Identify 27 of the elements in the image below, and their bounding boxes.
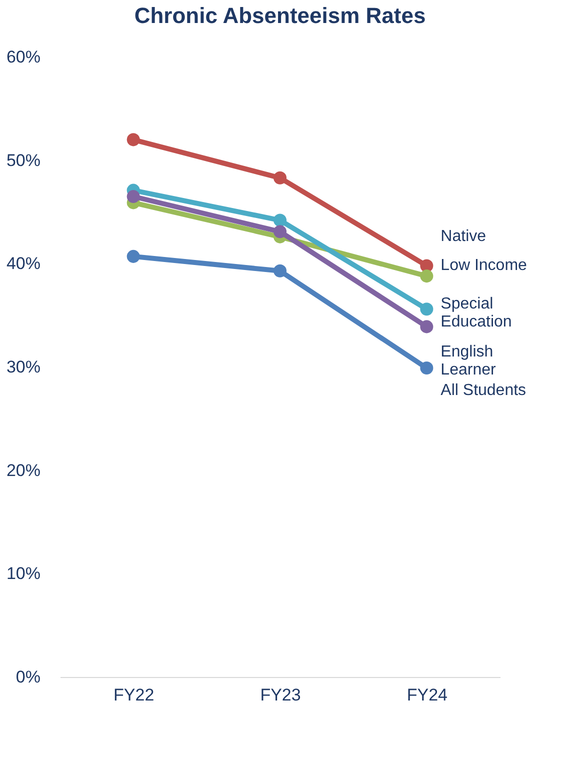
point bbox=[420, 320, 434, 334]
y-tick-label: 30% bbox=[6, 358, 40, 376]
point bbox=[420, 362, 434, 375]
y-tick-label: 0% bbox=[16, 668, 40, 686]
point bbox=[420, 302, 434, 316]
point bbox=[126, 133, 140, 146]
y-tick-label: 60% bbox=[6, 48, 40, 66]
x-tick-label: FY22 bbox=[114, 686, 154, 704]
x-tick-label: FY24 bbox=[406, 686, 448, 704]
series-label: Native bbox=[440, 228, 486, 245]
y-tick-label: 20% bbox=[6, 460, 40, 480]
point bbox=[126, 250, 140, 263]
point bbox=[126, 190, 140, 204]
series-label: English Learner bbox=[440, 343, 496, 378]
series-label: Special Education bbox=[440, 295, 512, 330]
y-tick-label: 50% bbox=[6, 150, 40, 170]
point bbox=[273, 214, 287, 227]
point bbox=[420, 270, 434, 283]
point bbox=[273, 225, 287, 238]
series-label: All Students bbox=[440, 382, 526, 399]
point bbox=[273, 171, 287, 184]
chart-title: Chronic Absenteeism Rates bbox=[134, 3, 426, 28]
y-tick-label: 10% bbox=[6, 564, 40, 584]
series-label: Low Income bbox=[440, 256, 528, 274]
point bbox=[273, 264, 287, 278]
y-tick-label: 40% bbox=[6, 254, 40, 274]
x-tick-label: FY23 bbox=[260, 686, 301, 704]
